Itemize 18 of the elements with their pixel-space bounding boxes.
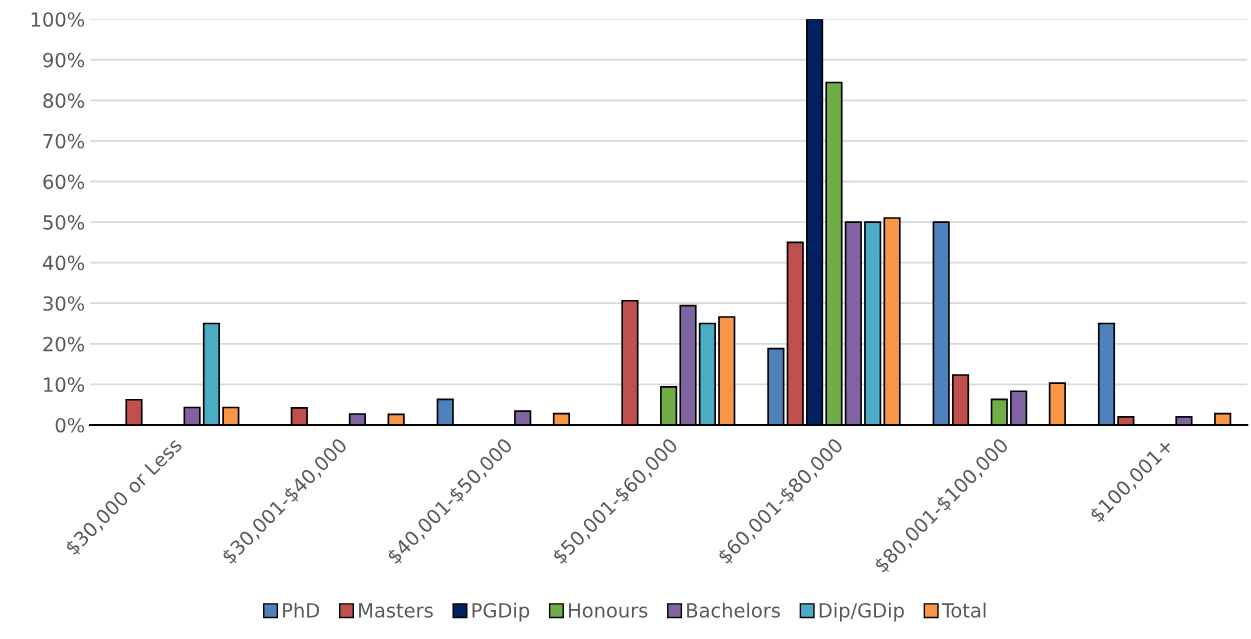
y-tick-label: 20%: [43, 336, 85, 352]
legend-label: Masters: [359, 603, 433, 618]
legend-label: Total: [941, 602, 986, 618]
legend-label: Dip/GDip: [819, 602, 904, 622]
y-tick-label: 50%: [43, 215, 85, 230]
y-tick-label: 90%: [43, 52, 85, 68]
y-tick-label: 70%: [43, 133, 85, 149]
legend-label: Honours: [569, 603, 648, 618]
legend-label: PhD: [283, 602, 320, 618]
y-tick-label: 80%: [43, 93, 85, 108]
y-tick-label: 100%: [31, 12, 85, 27]
y-tick-label: 0%: [55, 417, 85, 433]
y-tick-label: 60%: [43, 174, 85, 190]
y-tick-label: 10%: [44, 377, 85, 393]
y-tick-label: 30%: [43, 296, 85, 311]
legend-label: PGDip: [472, 602, 530, 622]
legend-label: Bachelors: [687, 602, 780, 618]
y-tick-label: 40%: [42, 255, 85, 271]
